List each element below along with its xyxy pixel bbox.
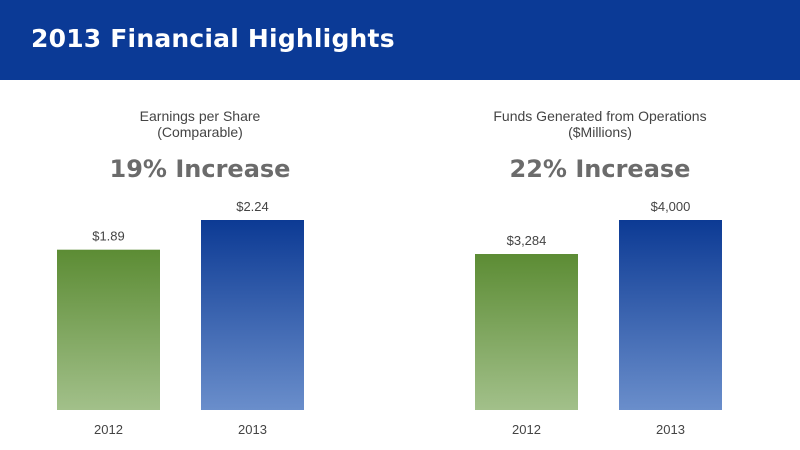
funds-bar-chart: $3,284 2012 $4,000 2013 [475,199,722,437]
funds-chart-panel: Funds Generated from Operations ($Millio… [400,80,800,450]
chart-title: Funds Generated from Operations [493,108,707,124]
header-bar: 2013 Financial Highlights [0,0,800,80]
bar-2013 [201,220,304,410]
eps-chart-panel: Earnings per Share (Comparable) 19% Incr… [0,80,400,450]
x-tick-label: 2013 [656,422,685,437]
chart-title: Earnings per Share [139,108,261,124]
x-tick-label: 2013 [238,422,267,437]
eps-bar-chart: $1.89 2012 $2.24 2013 [57,199,304,437]
x-tick-label: 2012 [94,422,123,437]
x-tick-label: 2012 [512,422,541,437]
bar-value-label: $4,000 [651,199,691,214]
chart-headline: 19% Increase [109,155,291,183]
bar-2012 [57,249,160,410]
chart-subtitle: ($Millions) [568,124,632,140]
bar-2012 [475,254,578,410]
bar-value-label: $1.89 [92,229,125,244]
page-title: 2013 Financial Highlights [31,24,395,53]
bar-value-label: $2.24 [236,199,269,214]
bar-2013 [619,220,722,410]
chart-subtitle: (Comparable) [157,124,243,140]
bar-value-label: $3,284 [507,233,547,248]
chart-headline: 22% Increase [509,155,691,183]
